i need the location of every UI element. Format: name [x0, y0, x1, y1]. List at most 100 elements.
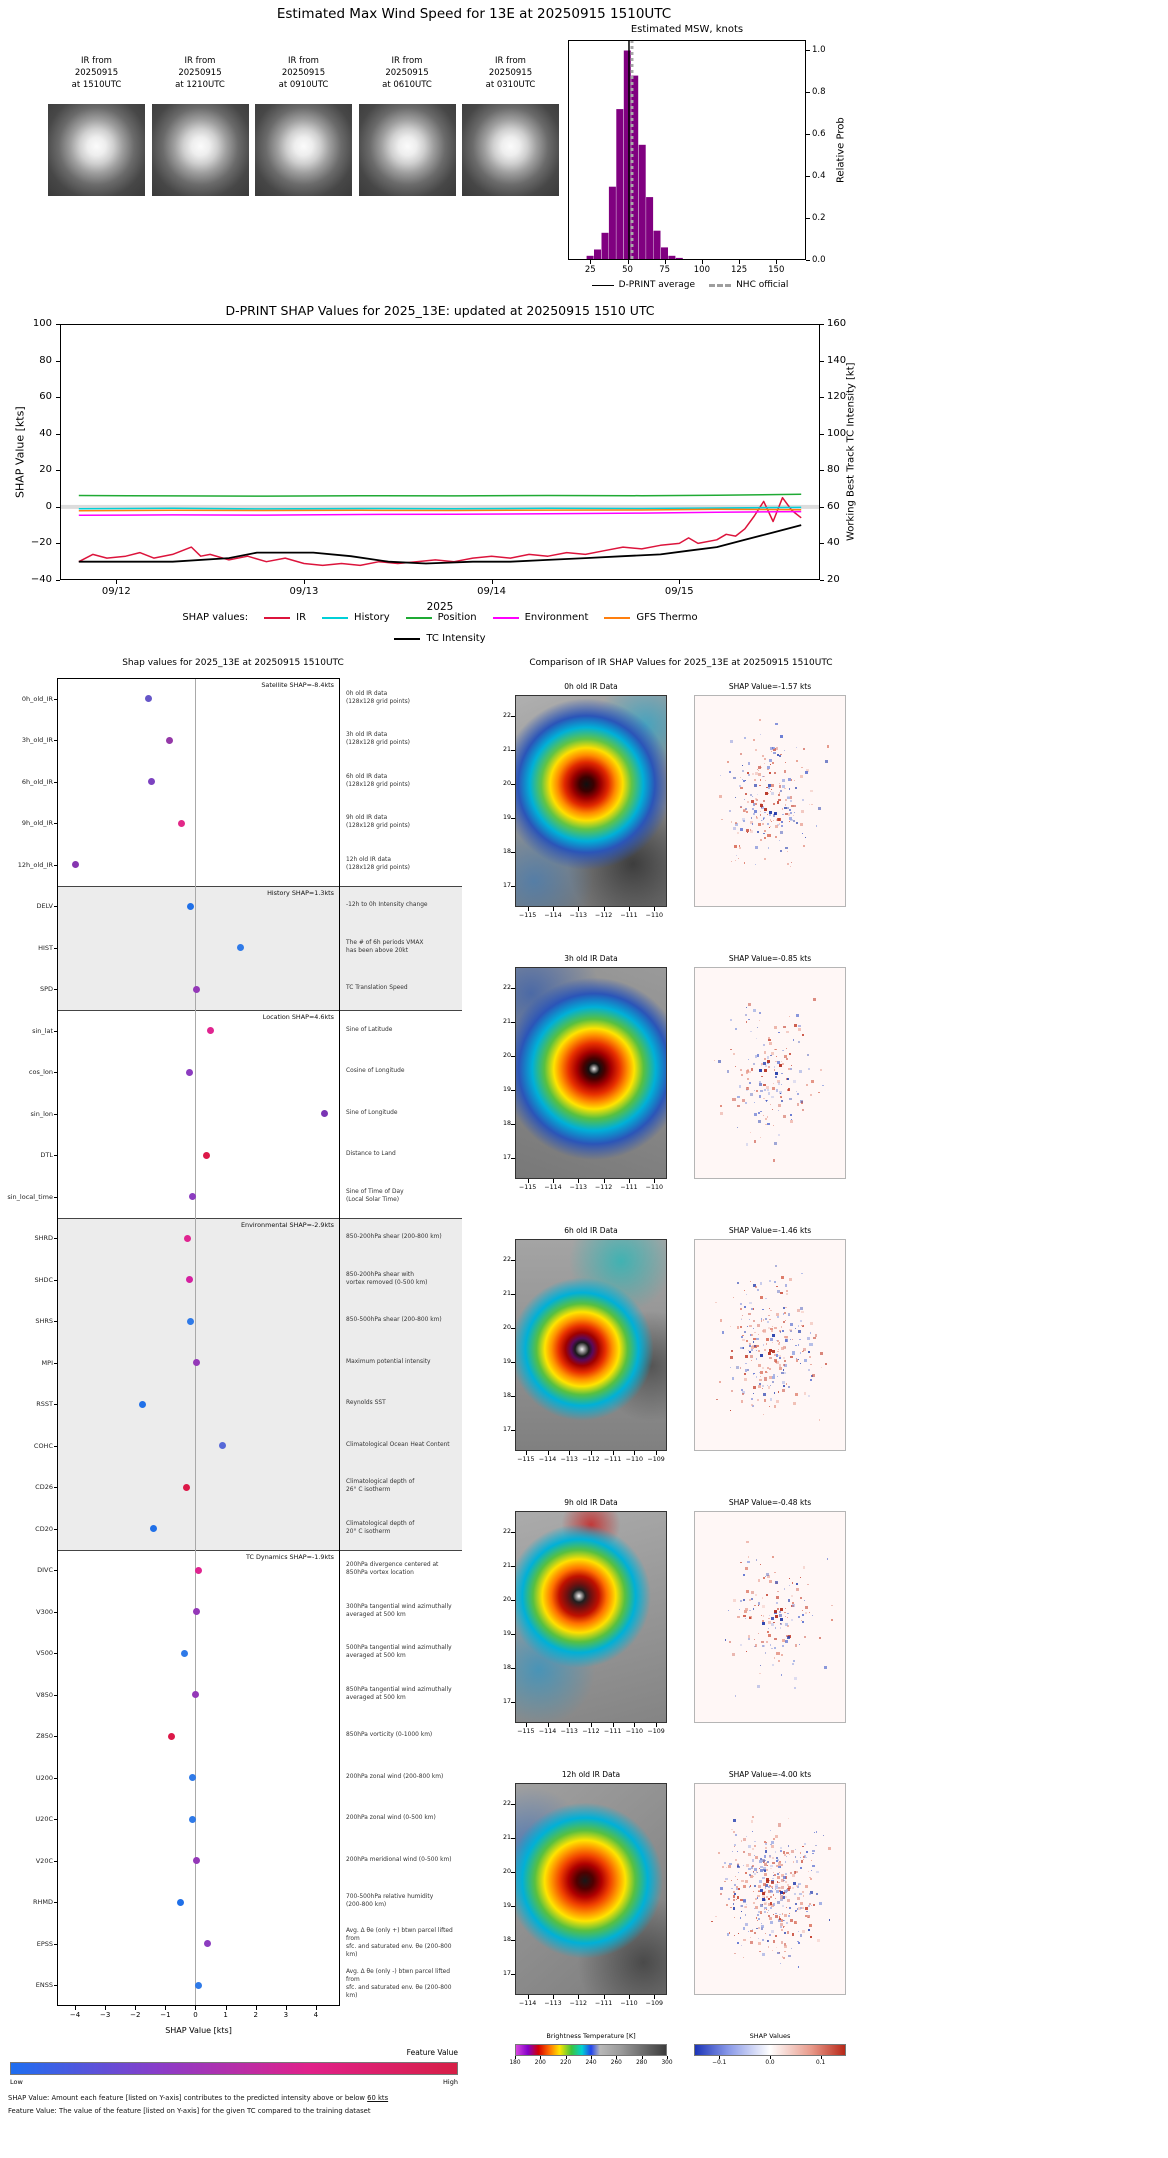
lon-tick-label: −113 [544, 2000, 562, 2007]
shap-speckle [759, 1282, 763, 1285]
feature-description: 200hPa divergence centered at 850hPa vort… [346, 1550, 464, 1592]
shap-speckle [776, 801, 780, 804]
shap-speckle [763, 1855, 767, 1858]
featureplot-x-tick-mark [195, 2006, 197, 2010]
lon-tick-label: −110 [645, 912, 663, 919]
shap-speckle [780, 1092, 782, 1094]
shap-speckle [780, 1918, 784, 1922]
shap-speckle [798, 1643, 801, 1645]
shap-speckle [735, 854, 737, 856]
shap-speckle [774, 1873, 777, 1876]
section-shap-label: History SHAP=1.3kts [267, 888, 334, 897]
feature-tick-mark [54, 1238, 57, 1240]
ts-right-tick-label: 80 [827, 464, 840, 476]
lat-tick-label: 20 [502, 1323, 511, 1331]
legend-label: NHC official [736, 280, 789, 290]
shap-speckle [752, 772, 754, 775]
shap-speckle [752, 813, 755, 816]
feature-tick-label: RSST [36, 1400, 53, 1409]
featureplot-x-tick-label: −2 [130, 2011, 141, 2019]
feature-tick-mark [54, 740, 57, 742]
shap-speckle [784, 798, 787, 801]
shap-speckle [783, 1588, 786, 1590]
legend-line-sample [394, 637, 421, 640]
shapcb-tick-mark [719, 2056, 721, 2059]
shap-speckle [767, 1939, 769, 1942]
shap-speckle [790, 1850, 794, 1854]
shap-speckle [791, 1595, 793, 1597]
shap-speckle [756, 1349, 758, 1351]
shap-speckle [787, 807, 789, 809]
shap-speckle [769, 1829, 771, 1832]
feature-tick-label: HIST [38, 943, 53, 952]
feature-description-line: 850-200hPa shear (200-800 km) [346, 1234, 442, 1241]
shap-speckle [773, 1647, 776, 1650]
shap-speckle [742, 819, 746, 823]
shap-speckle [805, 1914, 807, 1917]
shap-speckle [745, 1021, 748, 1024]
shap-speckle [746, 771, 750, 775]
shap-speckle [761, 820, 763, 822]
shap-speckle [750, 1068, 754, 1071]
lon-tick-label: −111 [595, 2000, 613, 2007]
shap-speckle [737, 1096, 740, 1099]
shap-speckle [752, 1373, 754, 1375]
lat-tick-mark [511, 886, 515, 888]
feature-description: Distance to Land [346, 1135, 464, 1177]
shap-speckle [817, 1939, 821, 1943]
shap-speckle [734, 1859, 737, 1861]
shap-speckle [782, 1905, 785, 1907]
shap-speckle [755, 1286, 758, 1289]
shap-speckle [810, 1094, 812, 1096]
feature-tick-label: ENSS [35, 1981, 53, 1990]
shap-speckle [762, 816, 765, 820]
shap-speckle [778, 1330, 781, 1333]
shap-speckle [809, 1892, 812, 1895]
shap-speckle [765, 1868, 768, 1871]
lon-tick-label: −109 [645, 2000, 663, 2007]
shap-speckle [787, 777, 791, 781]
shap-speckle [793, 780, 795, 782]
feature-tick-label: DIVC [37, 1566, 53, 1575]
shap-speckle [826, 1558, 828, 1560]
shap-speckle [736, 1850, 738, 1852]
shap-speckle [807, 1054, 810, 1057]
feature-value-colorbar-title: Feature Value [406, 2048, 458, 2057]
shap-speckle [781, 1372, 784, 1375]
shap-speckle [761, 1952, 765, 1956]
shap-speckle [778, 1872, 780, 1874]
shap-speckle [731, 1828, 733, 1830]
shap-speckle [750, 821, 753, 824]
ts-left-tick-label: 100 [32, 318, 52, 329]
shap-speckle [776, 1881, 778, 1883]
shap-speckle [733, 1598, 736, 1602]
shap-speckle [769, 1615, 771, 1617]
shap-speckle [756, 1927, 758, 1929]
lat-tick-label: 20 [502, 779, 511, 787]
shap-speckle [771, 1647, 774, 1650]
shap-speckle [801, 810, 804, 813]
shap-speckle [812, 1374, 816, 1378]
shap-speckle [788, 788, 790, 790]
shap-speckle [783, 750, 785, 752]
lon-tick-label: −109 [647, 1728, 665, 1735]
feature-tick-mark [54, 864, 57, 866]
shap-dot [71, 861, 79, 869]
shap-speckle [768, 1315, 770, 1317]
shap-speckle [775, 1851, 777, 1853]
shap-speckle [792, 1663, 795, 1665]
shap-speckle [768, 758, 772, 762]
lon-tick-label: −110 [620, 2000, 638, 2007]
ir-panel-title: 9h old IR Data [564, 1498, 618, 1507]
featureplot-x-tick-mark [255, 2006, 257, 2010]
shap-speckle [752, 1865, 755, 1868]
legend-line-sample [604, 616, 631, 619]
shap-speckle [799, 822, 803, 826]
shap-speckle [746, 1863, 750, 1867]
lat-tick-mark [511, 1430, 515, 1432]
shap-speckle [774, 1914, 778, 1918]
lon-tick-mark [629, 907, 630, 911]
shap-speckle [724, 1639, 727, 1641]
shap-speckle [787, 1078, 790, 1080]
shap-speckle [746, 1540, 749, 1544]
